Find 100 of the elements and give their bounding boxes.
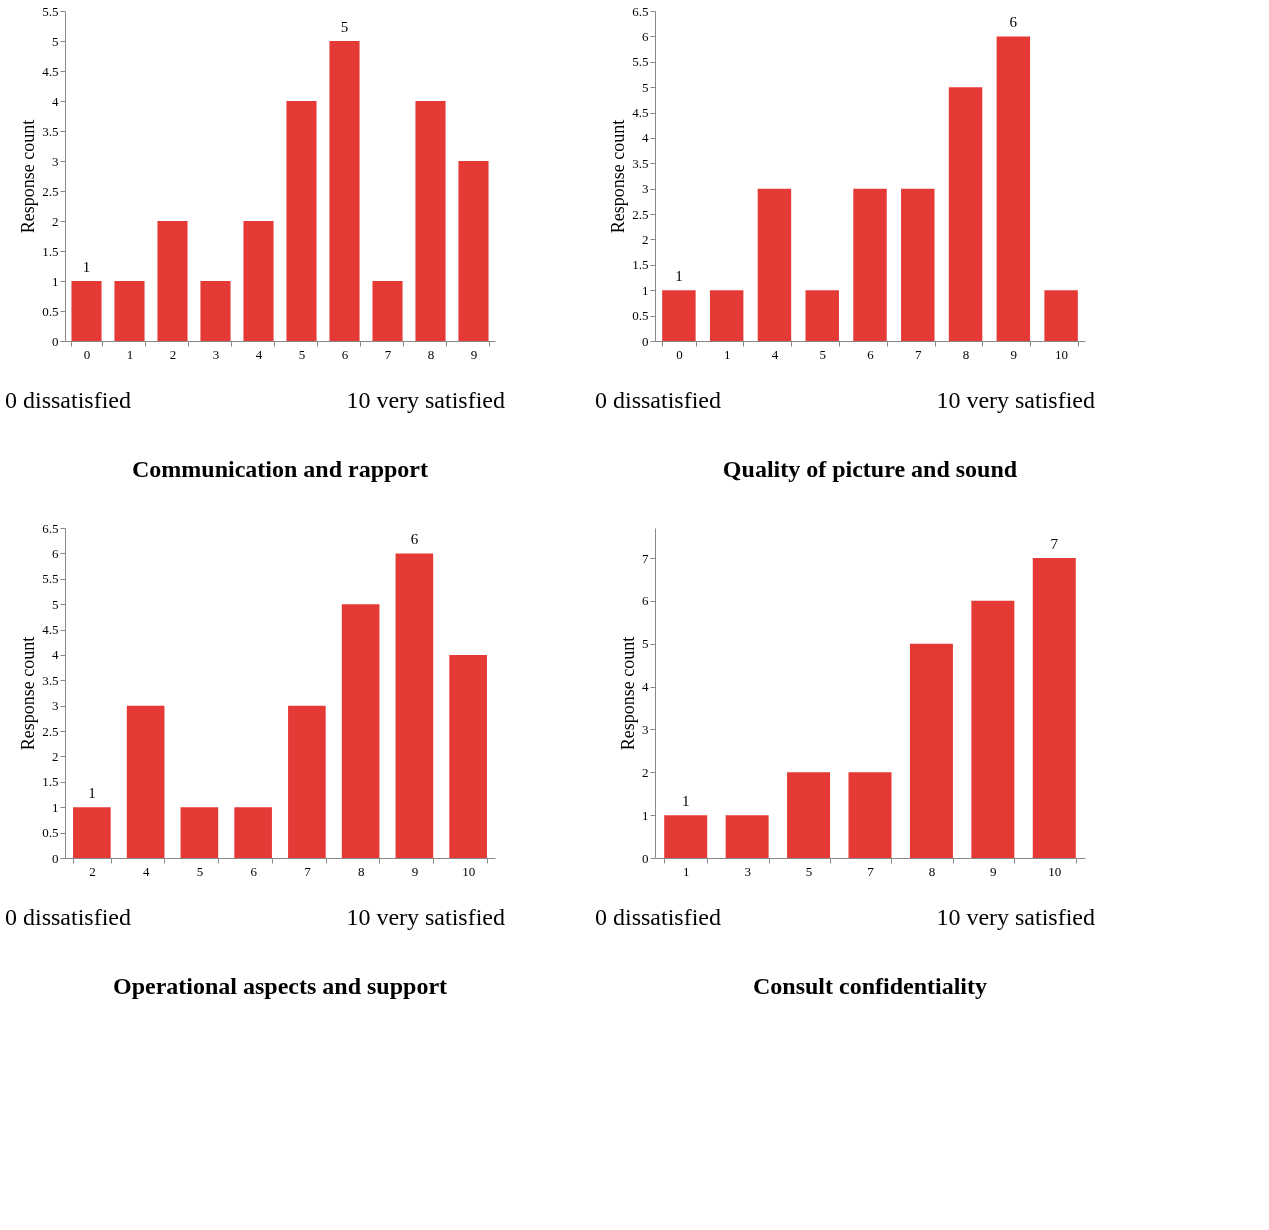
bar [664, 815, 708, 858]
y-tick-label: 6.5 [42, 520, 59, 536]
x-tick-label: 6 [250, 863, 258, 879]
y-tick-label: 1 [642, 282, 649, 298]
text: Communication and rapport [131, 456, 429, 482]
bar [662, 290, 696, 341]
x-tick-label: 1 [723, 346, 731, 362]
y-tick-label: 1 [52, 799, 59, 815]
y-tick-label: 3.5 [42, 123, 59, 139]
y-tick-label: 5 [642, 79, 649, 95]
y-tick-label: 6 [642, 593, 649, 609]
x-tick-label: 7 [915, 346, 923, 362]
x-tick-label: 3 [744, 863, 751, 879]
y-tick-label: 2 [52, 213, 59, 229]
x-tick-label: 8 [928, 863, 936, 879]
data-label: 7 [1050, 536, 1059, 552]
bar [157, 221, 188, 341]
text: 10 very satisfied [936, 387, 1095, 413]
x-tick-label: 6 [867, 346, 875, 362]
y-tick-label: 0.5 [42, 303, 59, 319]
y-tick-label: 5 [52, 596, 59, 612]
x-tick-label: 8 [357, 863, 365, 879]
y-tick-label: 1.5 [42, 774, 59, 790]
y-tick-label: 0.5 [42, 825, 59, 841]
bar [1044, 290, 1078, 341]
bar [805, 290, 839, 341]
bar [458, 161, 489, 341]
y-axis-title: Response count [18, 119, 39, 234]
bar [114, 281, 145, 341]
x-tick-label: 7 [867, 863, 875, 879]
bar [180, 807, 219, 858]
data-label: 6 [410, 531, 419, 548]
x-tick-label: 7 [304, 863, 312, 879]
data-label: 1 [675, 268, 683, 285]
x-tick-label: 9 [1010, 346, 1018, 362]
x-tick-label: 6 [341, 346, 349, 362]
y-tick-label: 6 [642, 28, 649, 44]
data-label: 1 [681, 793, 690, 810]
y-tick-label: 3.5 [632, 155, 649, 171]
x-tick-label: 1 [682, 863, 690, 879]
y-tick-label: 1.5 [42, 243, 59, 259]
data-label: 6 [1009, 14, 1018, 31]
y-axis-title: Response count [608, 119, 629, 234]
y-tick-label: 4 [642, 130, 649, 146]
y-tick-label: 6 [52, 545, 59, 561]
data-label: 1 [82, 259, 91, 275]
x-tick-label: 10 [462, 863, 476, 879]
x-tick-label: 10 [1055, 346, 1069, 362]
bar [948, 87, 983, 341]
bar [901, 188, 935, 341]
bar [853, 188, 887, 341]
text: 0 dissatisfied [595, 904, 721, 930]
y-tick-label: 3 [642, 721, 649, 737]
y-tick-label: 4 [642, 679, 649, 695]
text: Operational aspects and support [112, 973, 448, 999]
y-tick-label: 1 [642, 807, 649, 823]
x-tick-label: 0 [83, 346, 91, 362]
x-tick-label: 9 [411, 863, 419, 879]
y-tick-label: 2.5 [42, 723, 59, 739]
bar [757, 188, 792, 341]
y-tick-label: 4.5 [632, 105, 649, 121]
data-label: 1 [88, 785, 96, 802]
bar [971, 600, 1015, 858]
data-label: 5 [340, 19, 349, 35]
text: 0 dissatisfied [5, 387, 131, 413]
x-tick-label: 4 [771, 346, 779, 362]
y-tick-label: 2 [642, 764, 649, 780]
bar [341, 604, 380, 858]
bar [1032, 558, 1076, 858]
y-tick-label: 3 [52, 153, 59, 169]
x-tick-label: 2 [169, 346, 177, 362]
text: Consult confidentiality [752, 973, 988, 999]
x-tick-label: 0 [676, 346, 683, 362]
y-tick-label: 3.5 [42, 672, 59, 688]
bar [234, 807, 272, 858]
x-tick-label: 8 [427, 346, 435, 362]
x-tick-label: 5 [805, 863, 813, 879]
bar [372, 281, 403, 341]
x-tick-label: 5 [298, 346, 306, 362]
bar [200, 281, 231, 341]
y-tick-label: 3 [52, 698, 59, 714]
bar [996, 36, 1031, 341]
y-tick-label: 2 [52, 748, 59, 764]
y-tick-label: 7 [642, 550, 649, 566]
y-tick-label: 5.5 [42, 3, 59, 19]
y-tick-label: 2.5 [42, 183, 59, 199]
y-tick-label: 4 [52, 93, 59, 109]
y-tick-label: 4 [52, 647, 59, 663]
bar [395, 553, 434, 858]
y-tick-label: 0 [642, 850, 649, 866]
y-tick-label: 2.5 [632, 206, 649, 222]
y-tick-label: 5 [52, 33, 59, 49]
bar [449, 654, 487, 858]
y-axis-title: Response count [18, 636, 39, 751]
x-tick-label: 10 [1048, 863, 1062, 879]
y-tick-label: 0 [642, 333, 649, 349]
text: 10 very satisfied [346, 904, 505, 930]
x-tick-label: 5 [196, 863, 204, 879]
bar [909, 643, 953, 858]
y-tick-label: 6.5 [632, 3, 649, 19]
